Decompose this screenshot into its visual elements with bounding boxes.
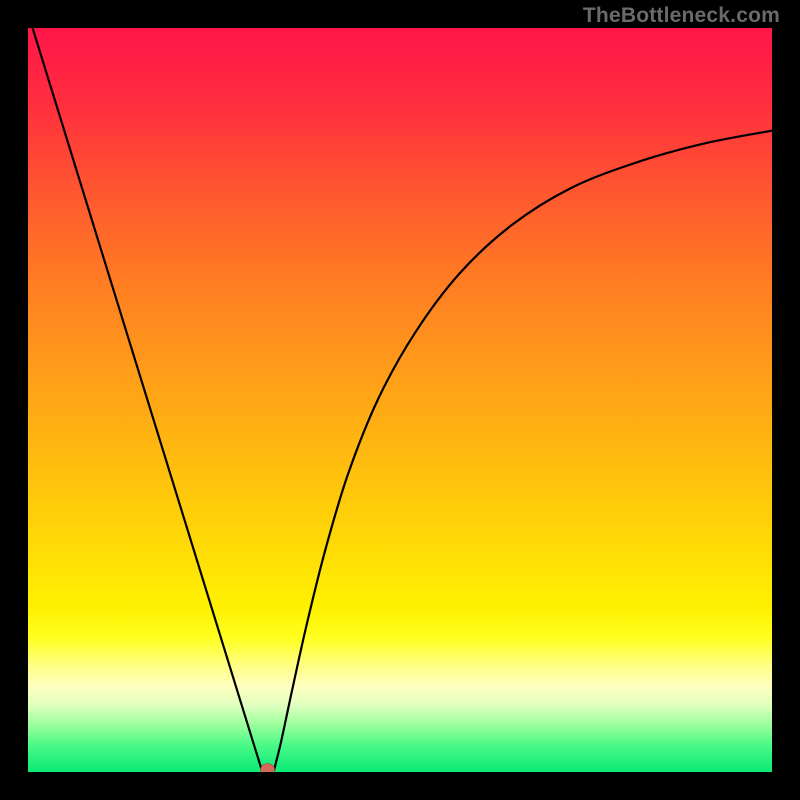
watermark-text: TheBottleneck.com [583, 4, 780, 28]
bottleneck-chart [0, 0, 800, 800]
chart-container: TheBottleneck.com [0, 0, 800, 800]
plot-gradient-background [28, 28, 772, 772]
